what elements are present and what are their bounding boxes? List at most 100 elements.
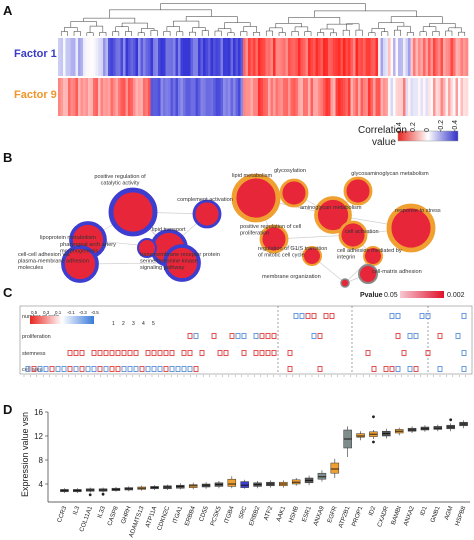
- heatmap-cell: [260, 38, 264, 76]
- dendrogram-branch: [201, 30, 209, 36]
- dot-mark: [311, 313, 317, 319]
- heatmap-cell: [403, 78, 406, 116]
- dot-mark: [199, 350, 205, 356]
- dendrogram-branch: [419, 31, 427, 36]
- heatmap-cell: [200, 38, 204, 76]
- panel-c-legend: 0.5 0.3 0.1 -0.1 -0.3 -0.5 1 2 3 4 5: [30, 310, 155, 327]
- dendrogram-branch: [458, 31, 466, 36]
- heatmap-cell: [370, 78, 374, 116]
- category-label: HSHB: [288, 505, 300, 524]
- heatmap-cell: [255, 38, 259, 76]
- legend-tick: 0.2: [410, 122, 417, 132]
- heatmap-cell: [103, 78, 106, 116]
- dot-mark: [299, 313, 305, 319]
- network-node: [259, 224, 289, 254]
- dot-mark: [151, 350, 157, 356]
- scale-tick: -0.1: [67, 310, 75, 315]
- heatmap-cell: [75, 38, 79, 76]
- heatmap-cell: [443, 38, 446, 76]
- heatmap-cell: [58, 38, 61, 76]
- heatmap-cell: [285, 78, 289, 116]
- dot-mark: [43, 366, 49, 372]
- heatmap-cell: [198, 78, 201, 116]
- heatmap-cell: [153, 38, 156, 76]
- heatmap-cell: [460, 78, 464, 116]
- heatmap-cell: [83, 78, 86, 116]
- dot-mark: [181, 366, 187, 372]
- heatmap-cell: [80, 78, 84, 116]
- dot-mark: [293, 313, 299, 319]
- heatmap-cell: [335, 38, 339, 76]
- row-label-factor-9: Factor 9: [14, 89, 57, 101]
- category-label: SRC: [238, 505, 249, 520]
- correlation-colorbar: [397, 130, 459, 142]
- dot-mark: [181, 350, 187, 356]
- dot-mark: [413, 366, 419, 372]
- heatmap-cell: [233, 78, 236, 116]
- box-outlier: [372, 440, 375, 444]
- category-label: IL33: [96, 505, 107, 519]
- dot-mark: [145, 350, 151, 356]
- network-node-label: glycosaminoglycan metabolism: [351, 171, 429, 177]
- y-tick-label: 16: [34, 408, 43, 417]
- dot-mark: [133, 366, 139, 372]
- network-node: [137, 238, 157, 258]
- heatmap-cell: [173, 38, 176, 76]
- dendrogram-branch: [125, 31, 132, 36]
- heatmap-cell: [348, 38, 351, 76]
- panel-label-d: D: [3, 402, 13, 417]
- dendrogram-branch: [83, 17, 136, 24]
- heatmap-cell: [385, 38, 389, 76]
- heatmap-cell: [223, 38, 226, 76]
- dot-mark: [223, 350, 229, 356]
- dot-mark: [157, 366, 163, 372]
- network-node: [386, 203, 436, 253]
- heatmap-cell: [373, 78, 376, 116]
- heatmap-cell: [365, 78, 369, 116]
- dot-mark: [169, 350, 175, 356]
- heatmap-cell: [150, 78, 154, 116]
- heatmap-cell: [450, 78, 454, 116]
- dot-marks: [25, 313, 467, 372]
- network-node-label: response to stress: [395, 208, 441, 214]
- heatmap-cell: [460, 38, 464, 76]
- heatmap-cell: [298, 78, 301, 116]
- category-label: CXADR: [376, 505, 390, 528]
- panel-c-dotplot: number of cellsproliferationstemnesscell…: [19, 305, 473, 377]
- heatmap-cell: [193, 78, 196, 116]
- legend-title-line2: value: [372, 137, 396, 148]
- heatmap-cell: [113, 38, 116, 76]
- row-label: cell area: [22, 367, 44, 373]
- dot-mark: [163, 350, 169, 356]
- heatmap-cell: [268, 38, 271, 76]
- heatmap-cell: [413, 78, 416, 116]
- heatmap-cell: [78, 78, 81, 116]
- dendrogram-branch: [355, 29, 363, 36]
- heatmap-cell: [368, 78, 371, 116]
- heatmap-cell: [258, 38, 261, 76]
- heatmap-cell: [110, 78, 114, 116]
- box: [240, 481, 249, 488]
- heatmap-cell: [253, 78, 256, 116]
- heatmap-cell: [425, 78, 429, 116]
- heatmap-cell: [168, 78, 171, 116]
- heatmap-cell: [378, 78, 381, 116]
- dendrogram-branch: [304, 31, 312, 36]
- heatmap-cell: [128, 38, 131, 76]
- dot-mark: [419, 313, 425, 319]
- heatmap-cell: [170, 78, 174, 116]
- network-node: [231, 173, 281, 223]
- scale-tick: -0.5: [91, 310, 99, 315]
- heatmap-cell: [205, 78, 209, 116]
- heatmap-cell: [290, 38, 294, 76]
- heatmap-cell: [198, 38, 201, 76]
- dot-mark: [121, 350, 127, 356]
- heatmap-cell: [320, 38, 324, 76]
- dendrogram-branch: [422, 26, 437, 32]
- dot-mark: [115, 366, 121, 372]
- heatmap-cell: [310, 38, 314, 76]
- heatmap-cell: [410, 38, 414, 76]
- dot-mark: [271, 350, 277, 356]
- dot-mark: [287, 350, 293, 356]
